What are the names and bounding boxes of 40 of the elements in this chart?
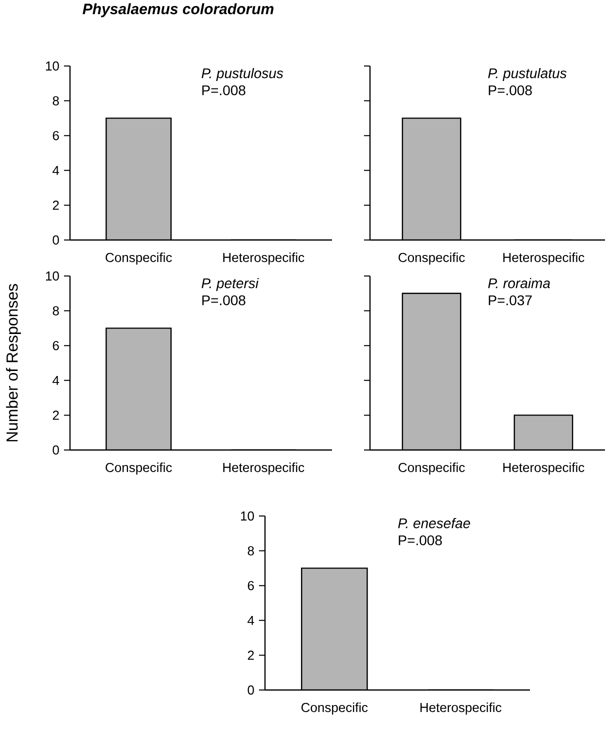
- y-tick-label: 0: [52, 235, 59, 245]
- annotation: P. roraima: [488, 278, 550, 288]
- y-tick-label: 0: [52, 445, 59, 455]
- y-tick-label: 0: [248, 685, 254, 695]
- y-tick-label: 10: [46, 61, 59, 71]
- y-tick-label: 8: [52, 306, 59, 316]
- annotation: P. pustulosus: [202, 68, 284, 81]
- y-axis-title: Number of Responses: [6, 284, 21, 442]
- x-tick-label: Heterospecific: [223, 462, 304, 475]
- y-tick-label: 6: [52, 131, 59, 140]
- annotation: P. petersi: [202, 278, 259, 291]
- annotation: P=.008: [202, 295, 246, 306]
- y-tick-label: 8: [248, 546, 254, 556]
- y-tick-label: 4: [248, 616, 254, 625]
- annotation: P=.008: [488, 85, 532, 96]
- y-tick-label: 6: [52, 341, 59, 350]
- y-tick-label: 10: [240, 511, 254, 521]
- y-tick-label: 2: [52, 410, 59, 420]
- annotation: P=.037: [488, 295, 532, 306]
- y-tick-label: 10: [46, 271, 59, 281]
- x-tick-label: Conspecific: [106, 462, 172, 475]
- chart-title: Physalaemus coloradorum: [82, 3, 274, 18]
- y-tick-label: 2: [248, 650, 254, 660]
- annotation: P=.008: [202, 85, 246, 96]
- y-tick-label: 2: [52, 200, 59, 210]
- x-tick-label: Heterospecific: [503, 252, 584, 265]
- y-tick-label: 4: [52, 376, 60, 385]
- y-tick-label: 6: [248, 581, 254, 590]
- y-tick-label: 8: [52, 96, 59, 106]
- x-tick-label: Conspecific: [398, 252, 465, 265]
- x-tick-label: Conspecific: [106, 252, 172, 265]
- y-tick-label: 4: [52, 166, 60, 175]
- annotation: P. enesefae: [398, 518, 470, 528]
- x-tick-label: Conspecific: [398, 462, 465, 475]
- x-tick-label: Heterospecific: [503, 462, 584, 475]
- x-tick-label: Heterospecific: [223, 252, 304, 265]
- x-tick-label: Conspecific: [301, 702, 368, 715]
- x-tick-label: Heterospecific: [420, 702, 502, 715]
- annotation: P=.008: [398, 535, 442, 546]
- annotation: P. pustulatus: [488, 68, 567, 81]
